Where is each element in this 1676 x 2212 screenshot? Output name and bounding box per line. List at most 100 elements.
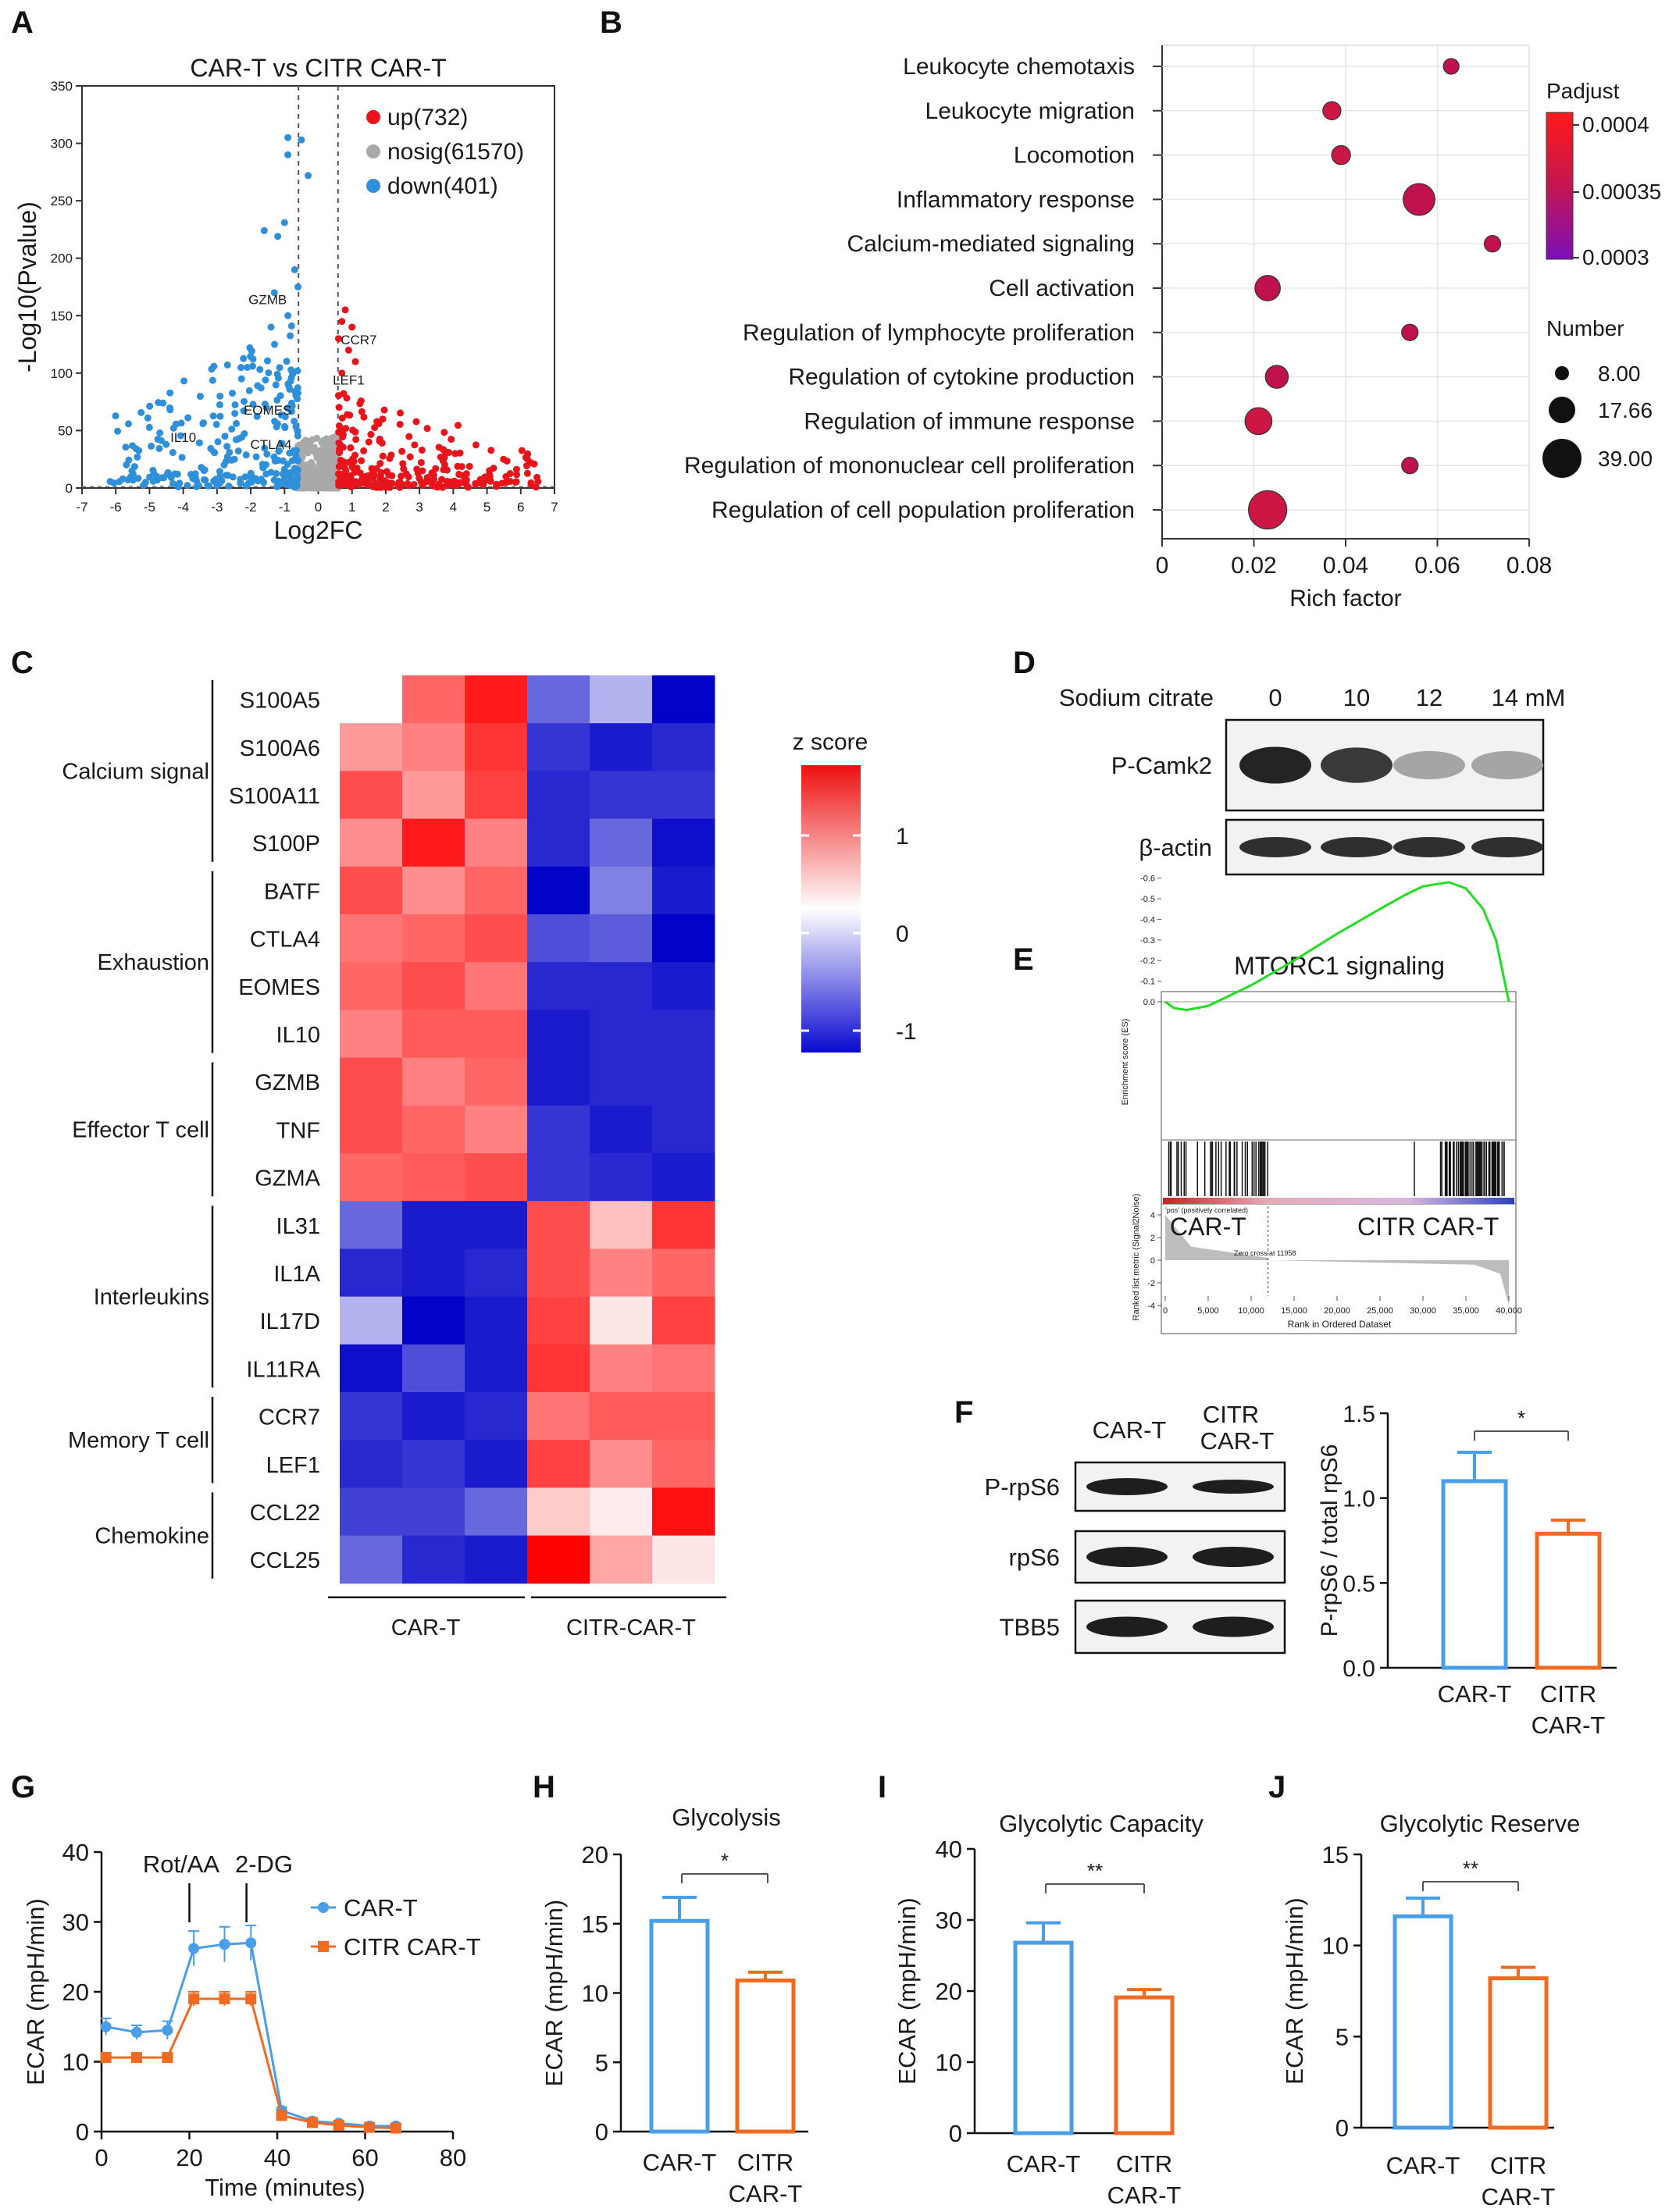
down-point (259, 464, 267, 472)
bar-y-tick-label: 15 (582, 1911, 608, 1938)
down-point (262, 470, 270, 478)
down-point (184, 482, 191, 490)
up-point (344, 346, 352, 354)
heatmap-cell (590, 866, 653, 915)
padjust-legend-title: Padjust (1546, 79, 1620, 103)
down-point (169, 449, 177, 457)
col-group-label: CAR-T (391, 1615, 461, 1640)
blot-band (1086, 1478, 1168, 1495)
up-point (338, 414, 346, 422)
nosig-point (321, 484, 329, 492)
up-point (399, 460, 407, 468)
down-point (174, 483, 182, 491)
up-point (366, 480, 374, 488)
up-point (503, 457, 511, 465)
heatmap-cell (652, 1392, 715, 1441)
heatmap-cell (465, 1440, 528, 1488)
bar-title: Glycolytic Capacity (999, 1810, 1204, 1837)
gsea-x-tick-label: 10,000 (1238, 1306, 1264, 1316)
bar-category-label-line2: CAR-T (1532, 1712, 1606, 1739)
go-term-label: Locomotion (1014, 143, 1135, 169)
up-point (351, 358, 359, 365)
significance-marker: ** (1463, 1857, 1478, 1880)
ranked-metric-positive (1165, 1215, 1268, 1260)
blot-band (1239, 746, 1311, 784)
down-point (223, 443, 231, 451)
heatmap-cell (465, 866, 528, 915)
down-point (265, 369, 273, 376)
down-point (159, 474, 166, 482)
down-point (248, 362, 256, 370)
volcano-x-tick-label: -5 (144, 500, 155, 515)
heatmap-cell (340, 771, 403, 820)
up-point (376, 435, 383, 443)
heatmap-row-label: IL10 (276, 1023, 320, 1048)
down-point (287, 322, 295, 329)
up-point (337, 461, 345, 468)
volcano-y-tick-label: 100 (51, 366, 73, 381)
panel-label-e: E (1013, 942, 1034, 977)
up-point (357, 479, 365, 487)
down-point (169, 479, 177, 487)
heatmap-cell (402, 1105, 465, 1154)
heatmap-cell (465, 1153, 528, 1202)
nosig-point (308, 466, 316, 474)
down-point (280, 475, 288, 483)
down-point (280, 219, 288, 226)
down-point (129, 470, 137, 478)
heatmap-cell (402, 1248, 465, 1298)
down-point (157, 436, 165, 444)
heatmap-cell (527, 962, 590, 1010)
down-point (247, 469, 255, 477)
gsea-y2-tick-label: 2 (1150, 1234, 1155, 1243)
up-point (342, 467, 350, 475)
heatmap-cell (340, 1392, 403, 1441)
down-point (272, 381, 280, 389)
gsea-y2-tick-label: 0 (1150, 1256, 1155, 1266)
bar-category-label: CAR-T (1007, 2150, 1081, 2178)
heatmap-cell (652, 1296, 715, 1345)
down-point (116, 478, 123, 486)
down-point (291, 265, 298, 273)
up-point (336, 472, 344, 479)
down-point (177, 419, 185, 427)
bubble-x-tick-label: 0.04 (1323, 553, 1368, 579)
nosig-point (324, 440, 332, 448)
heatmap-cell (590, 1440, 653, 1488)
heatmap-cell (527, 1057, 590, 1106)
padjust-tick-label: 0.0003 (1582, 245, 1649, 269)
up-point (338, 369, 346, 377)
up-point (356, 400, 364, 408)
down-point (267, 323, 275, 331)
bubble-x-tick-label: 0.08 (1507, 553, 1552, 579)
volcano-y-label: -Log10(Pvalue) (13, 201, 41, 372)
down-point (294, 432, 301, 440)
down-point (216, 392, 224, 400)
heatmap-cell (652, 1201, 715, 1249)
down-point (196, 393, 204, 401)
gsea-y-tick-label: -0.6 (1140, 874, 1155, 884)
down-point (226, 448, 234, 456)
bar-y-tick-label: 20 (936, 1978, 962, 2005)
gsea-x-tick-label: 20,000 (1324, 1306, 1350, 1316)
gene-label: EOMES (244, 403, 291, 418)
heatmap-cell (652, 866, 715, 915)
data-point (307, 2117, 318, 2128)
down-point (274, 233, 282, 240)
up-point (347, 444, 355, 452)
heatmap-cell (527, 1535, 590, 1584)
heatmap-cell (527, 1296, 590, 1345)
ecar-x-label: Time (minutes) (205, 2174, 366, 2201)
data-point (100, 2052, 112, 2064)
bar-y-tick-label: 0.5 (1343, 1571, 1375, 1597)
up-point (454, 481, 462, 489)
down-point (146, 402, 154, 410)
bar-category-label: CAR-T (1438, 1680, 1512, 1708)
volcano-x-tick-label: 0 (315, 500, 322, 515)
down-point (231, 401, 239, 408)
go-term-label: Calcium-mediated signaling (847, 231, 1135, 257)
up-point (428, 480, 436, 488)
go-term-label: Leukocyte migration (925, 98, 1135, 124)
gsea-y-tick-label: -0.5 (1140, 895, 1155, 904)
